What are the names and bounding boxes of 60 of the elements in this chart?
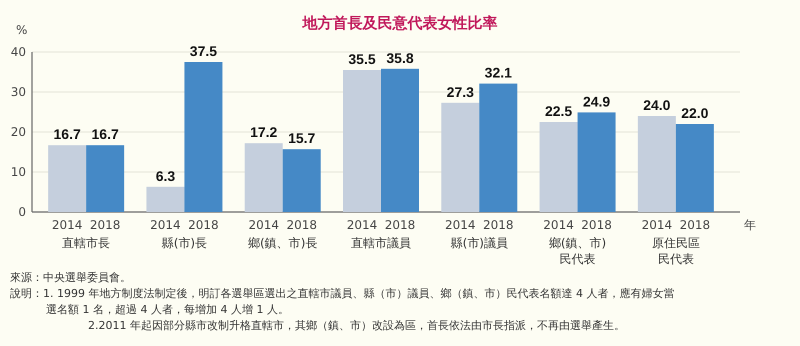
text: 2014 [543, 218, 574, 232]
text: 37.5 [190, 43, 218, 59]
x-tick-label: 鄉(鎮、市)民代表 [548, 236, 606, 266]
x-tick-label: 直轄市議員 [351, 236, 411, 250]
text: 2018 [680, 218, 710, 232]
text: 說明：1. 1999 年地方制度法制定後，明訂各選舉區選出之直轄市議員、縣（市）議員、鄉（鎮、市）民代表名額達 4 人者，應有婦女當選名額 1 名，超過 4 人者，每增加 4 人增 1 人。 [10, 286, 676, 318]
text: 6.3 [156, 168, 176, 184]
text: 來源：中央選舉委員會。 [10, 270, 132, 286]
y-tick-label: 10 [10, 165, 26, 179]
text: 2014 [346, 218, 378, 232]
x-tick-label: 縣(市)長 [162, 236, 208, 250]
text: 17.2 [250, 124, 278, 140]
y-tick-label: 0 [18, 205, 26, 219]
chart-title: 地方首長及民意代表女性比率 [302, 14, 498, 32]
x-tick-label: 直轄市長 [62, 236, 110, 250]
bar [343, 70, 381, 212]
y-tick-label: 20 [10, 125, 26, 139]
y-tick-label: 30 [10, 85, 26, 99]
text: 22.0 [681, 105, 708, 121]
text: 2014 [642, 218, 672, 232]
bar [381, 68, 419, 212]
bar [48, 145, 86, 212]
x-tick-label: 原住民區民代表 [652, 236, 700, 266]
text: 2018 [286, 218, 317, 232]
series-label: 2014 [52, 218, 82, 232]
text: 2014 [248, 218, 279, 232]
bar [282, 149, 321, 212]
text: 24.0 [643, 97, 670, 113]
text: 2014 [150, 218, 181, 232]
text: 16.7 [54, 126, 81, 142]
text: 24.9 [582, 93, 610, 110]
text: 35.5 [348, 51, 376, 67]
text: 2018 [384, 218, 416, 232]
series-label: 2018 [90, 218, 120, 232]
bar [676, 124, 714, 212]
text: 22.5 [544, 103, 572, 119]
bar [479, 84, 518, 212]
bar [578, 112, 616, 212]
text: 16.7 [92, 126, 119, 142]
bar [146, 186, 184, 212]
y-tick-label: 40 [10, 45, 26, 59]
x-tick-label: 鄉(鎮、市)長 [248, 236, 318, 250]
bar [441, 102, 480, 212]
text: 32.1 [484, 64, 512, 81]
text: 2018 [188, 218, 219, 232]
bar [184, 62, 222, 212]
bar [638, 116, 676, 212]
x-tick-label: 縣(市)議員 [450, 236, 508, 250]
text: 27.3 [446, 84, 474, 100]
text: 15.7 [288, 130, 316, 146]
bar [540, 122, 578, 212]
text: 2014 [445, 218, 476, 232]
x-axis-title: 年 [744, 218, 756, 232]
bar [86, 145, 124, 212]
text: 35.8 [386, 50, 414, 66]
bar [244, 143, 283, 212]
y-axis-title: % [16, 23, 28, 37]
text: 2.2011 年起因部分縣市改制升格直轄市，其鄉（鎮、市）改設為區，首長依法由市長指派，不再由選舉產生。 [87, 318, 626, 334]
text: 2018 [581, 218, 612, 232]
text: 2018 [483, 218, 514, 232]
